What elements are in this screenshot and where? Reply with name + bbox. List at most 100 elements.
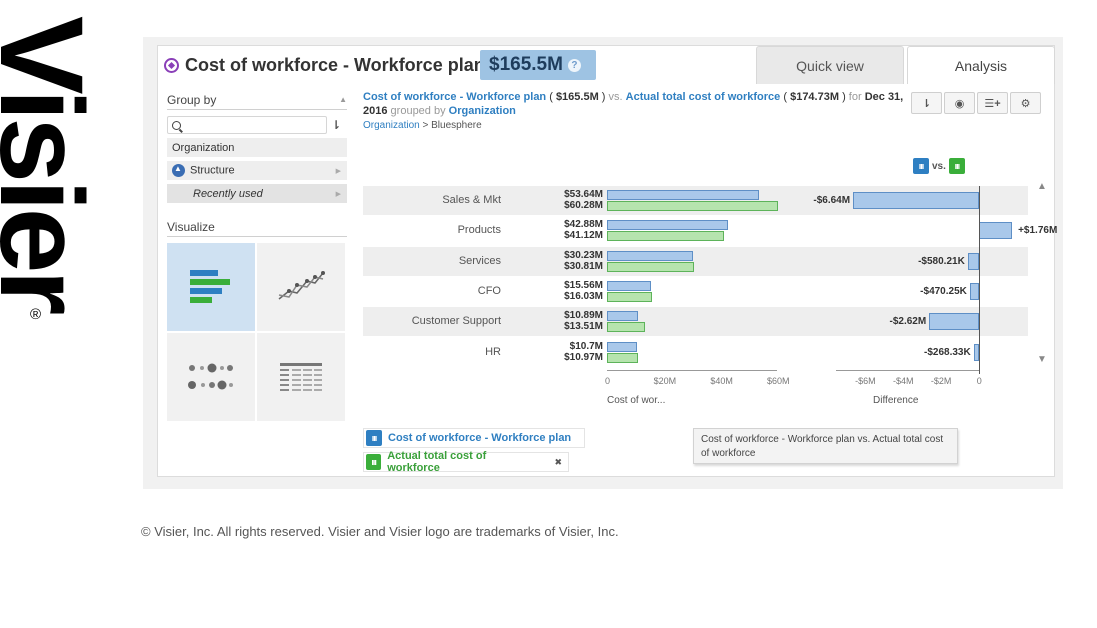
category-label: Sales & Mkt <box>442 194 501 206</box>
bar-actual[interactable] <box>607 291 653 302</box>
breadcrumb-leaf: Bluesphere <box>431 120 482 131</box>
chevron-right-icon: ▶ <box>335 190 341 198</box>
right-axis-title: Difference <box>873 394 919 406</box>
headline-for: for <box>848 91 862 103</box>
close-icon[interactable]: ✖ <box>554 456 562 467</box>
bar-actual[interactable] <box>607 352 639 363</box>
group-item-recently-used[interactable]: Recently used ▶ <box>167 184 347 203</box>
bar-plan[interactable] <box>607 220 729 231</box>
people-icon-actual: ııı <box>366 454 382 470</box>
line-chart-icon <box>278 271 325 300</box>
difference-label: -$2.62M <box>889 316 927 328</box>
group-item-structure-label-wrap: Structure <box>172 164 235 177</box>
bar-difference[interactable] <box>967 252 979 270</box>
headline-metric-b[interactable]: Actual total cost of workforce <box>625 91 781 103</box>
difference-label: -$470.25K <box>920 285 967 297</box>
viz-bubble-chart[interactable] <box>167 333 255 421</box>
difference-label: +$1.76M <box>1018 225 1058 237</box>
bar-actual[interactable] <box>607 201 778 211</box>
bar-plan[interactable] <box>607 250 693 261</box>
bar-plan[interactable] <box>607 190 759 200</box>
value-label: $53.64M $60.28M <box>564 189 603 211</box>
group-item-organization[interactable]: Organization <box>167 138 347 157</box>
people-icon-plan: ııı <box>366 430 382 446</box>
value-label: $10.7M $10.97M <box>564 340 603 363</box>
search-row: ⇂ <box>167 116 347 134</box>
right-axis-line <box>836 369 979 371</box>
group-item-structure[interactable]: Structure ▶ <box>167 161 347 180</box>
legend-item-actual[interactable]: ııı Actual total cost of workforce ✖ <box>363 450 569 474</box>
value-label: $42.88M $41.12M <box>564 219 603 242</box>
difference-label: -$6.64M <box>813 195 851 206</box>
gear-icon: ⚙ <box>1020 97 1031 110</box>
group-item-label: Structure <box>190 164 235 177</box>
filter-sort-icon[interactable]: ⇂ <box>331 118 342 132</box>
value-label: $10.89M $13.51M <box>564 310 603 333</box>
left-axis-tick: $60M <box>767 375 790 386</box>
help-icon[interactable]: ? <box>567 58 581 72</box>
legend-label-actual: Actual total cost of workforce <box>387 450 487 474</box>
collapse-up-icon[interactable]: ▲ <box>339 95 347 104</box>
viz-line-chart[interactable] <box>257 243 345 331</box>
category-label: HR <box>485 345 501 358</box>
bar-chart-icon <box>190 270 230 303</box>
right-axis-tick: -$6M <box>855 375 876 386</box>
bar-plan[interactable] <box>607 311 638 322</box>
logo-text: Visier <box>0 16 107 312</box>
comparison-chart: Sales & Mkt $53.64M $60.28M -$6.64M Products… <box>363 178 1057 418</box>
analysis-panel: Cost of workforce - Workforce plan ( $16… <box>363 90 1057 475</box>
bar-plan[interactable] <box>607 341 638 352</box>
sort-button[interactable]: ⇂ <box>911 92 942 114</box>
legend-item-plan[interactable]: ııı Cost of workforce - Workforce plan <box>363 428 585 448</box>
bar-actual[interactable] <box>607 322 646 333</box>
right-axis-tick: -$4M <box>893 375 914 386</box>
scroll-up-icon[interactable]: ▲ <box>1037 181 1047 192</box>
bar-difference[interactable] <box>969 282 979 300</box>
list-add-icon: ☰+ <box>984 97 1001 110</box>
headline-grouped-by: grouped by <box>390 105 446 117</box>
add-measure-button[interactable]: ☰+ <box>977 92 1008 114</box>
headline-date[interactable]: Dec 31, 2016 <box>363 91 904 117</box>
scroll-down-icon[interactable]: ▼ <box>1037 353 1047 365</box>
bar-difference[interactable] <box>973 343 979 361</box>
viz-table[interactable] <box>257 333 345 421</box>
settings-button[interactable]: ⚙ <box>1010 92 1041 114</box>
legend-label-plan: Cost of workforce - Workforce plan <box>388 432 572 444</box>
bar-difference[interactable] <box>853 192 979 209</box>
metric-value: $165.5M <box>489 54 563 75</box>
viz-bar-chart[interactable] <box>167 243 255 331</box>
visualize-header: Visualize <box>167 217 347 237</box>
category-label: Customer Support <box>411 315 501 328</box>
chart-row[interactable] <box>363 307 1028 337</box>
search-input[interactable] <box>167 116 327 134</box>
visualization-grid <box>167 243 347 421</box>
people-icon-plan: ııı <box>913 158 929 174</box>
category-label: Services <box>458 254 501 267</box>
group-by-header[interactable]: Group by ▲ <box>167 90 347 110</box>
zero-line <box>978 186 980 374</box>
registered-mark: ® <box>30 306 42 323</box>
headline-vs: vs. <box>608 91 623 103</box>
people-icon-actual: ııı <box>948 158 965 174</box>
breadcrumb-root[interactable]: Organization <box>363 120 420 131</box>
comparison-vs: vs. <box>932 160 946 172</box>
bar-difference[interactable] <box>929 313 979 331</box>
bar-plan[interactable] <box>607 280 652 291</box>
header-bar: Cost of workforce - Workforce plan ▼ $16… <box>158 46 1056 84</box>
headline-grouping[interactable]: Organization <box>448 105 516 117</box>
right-axis-tick: -$2M <box>930 375 952 386</box>
bar-actual[interactable] <box>607 231 724 242</box>
metric-selector[interactable]: Cost of workforce - Workforce plan ▼ <box>164 52 503 78</box>
eye-icon: ◉ <box>954 97 965 110</box>
bar-difference[interactable] <box>978 222 1013 240</box>
chart-row[interactable] <box>363 246 1028 276</box>
compass-icon <box>164 57 179 73</box>
bar-actual[interactable] <box>607 261 695 272</box>
tab-analysis[interactable]: Analysis <box>907 46 1055 84</box>
tab-quick-view[interactable]: Quick view <box>756 46 904 84</box>
group-item-label: Recently used <box>193 187 263 200</box>
headline-metric-a[interactable]: Cost of workforce - Workforce plan <box>363 91 547 103</box>
view-button[interactable]: ◉ <box>944 92 975 114</box>
group-by-label: Group by <box>167 92 217 107</box>
chevron-right-icon: ▶ <box>335 167 341 175</box>
